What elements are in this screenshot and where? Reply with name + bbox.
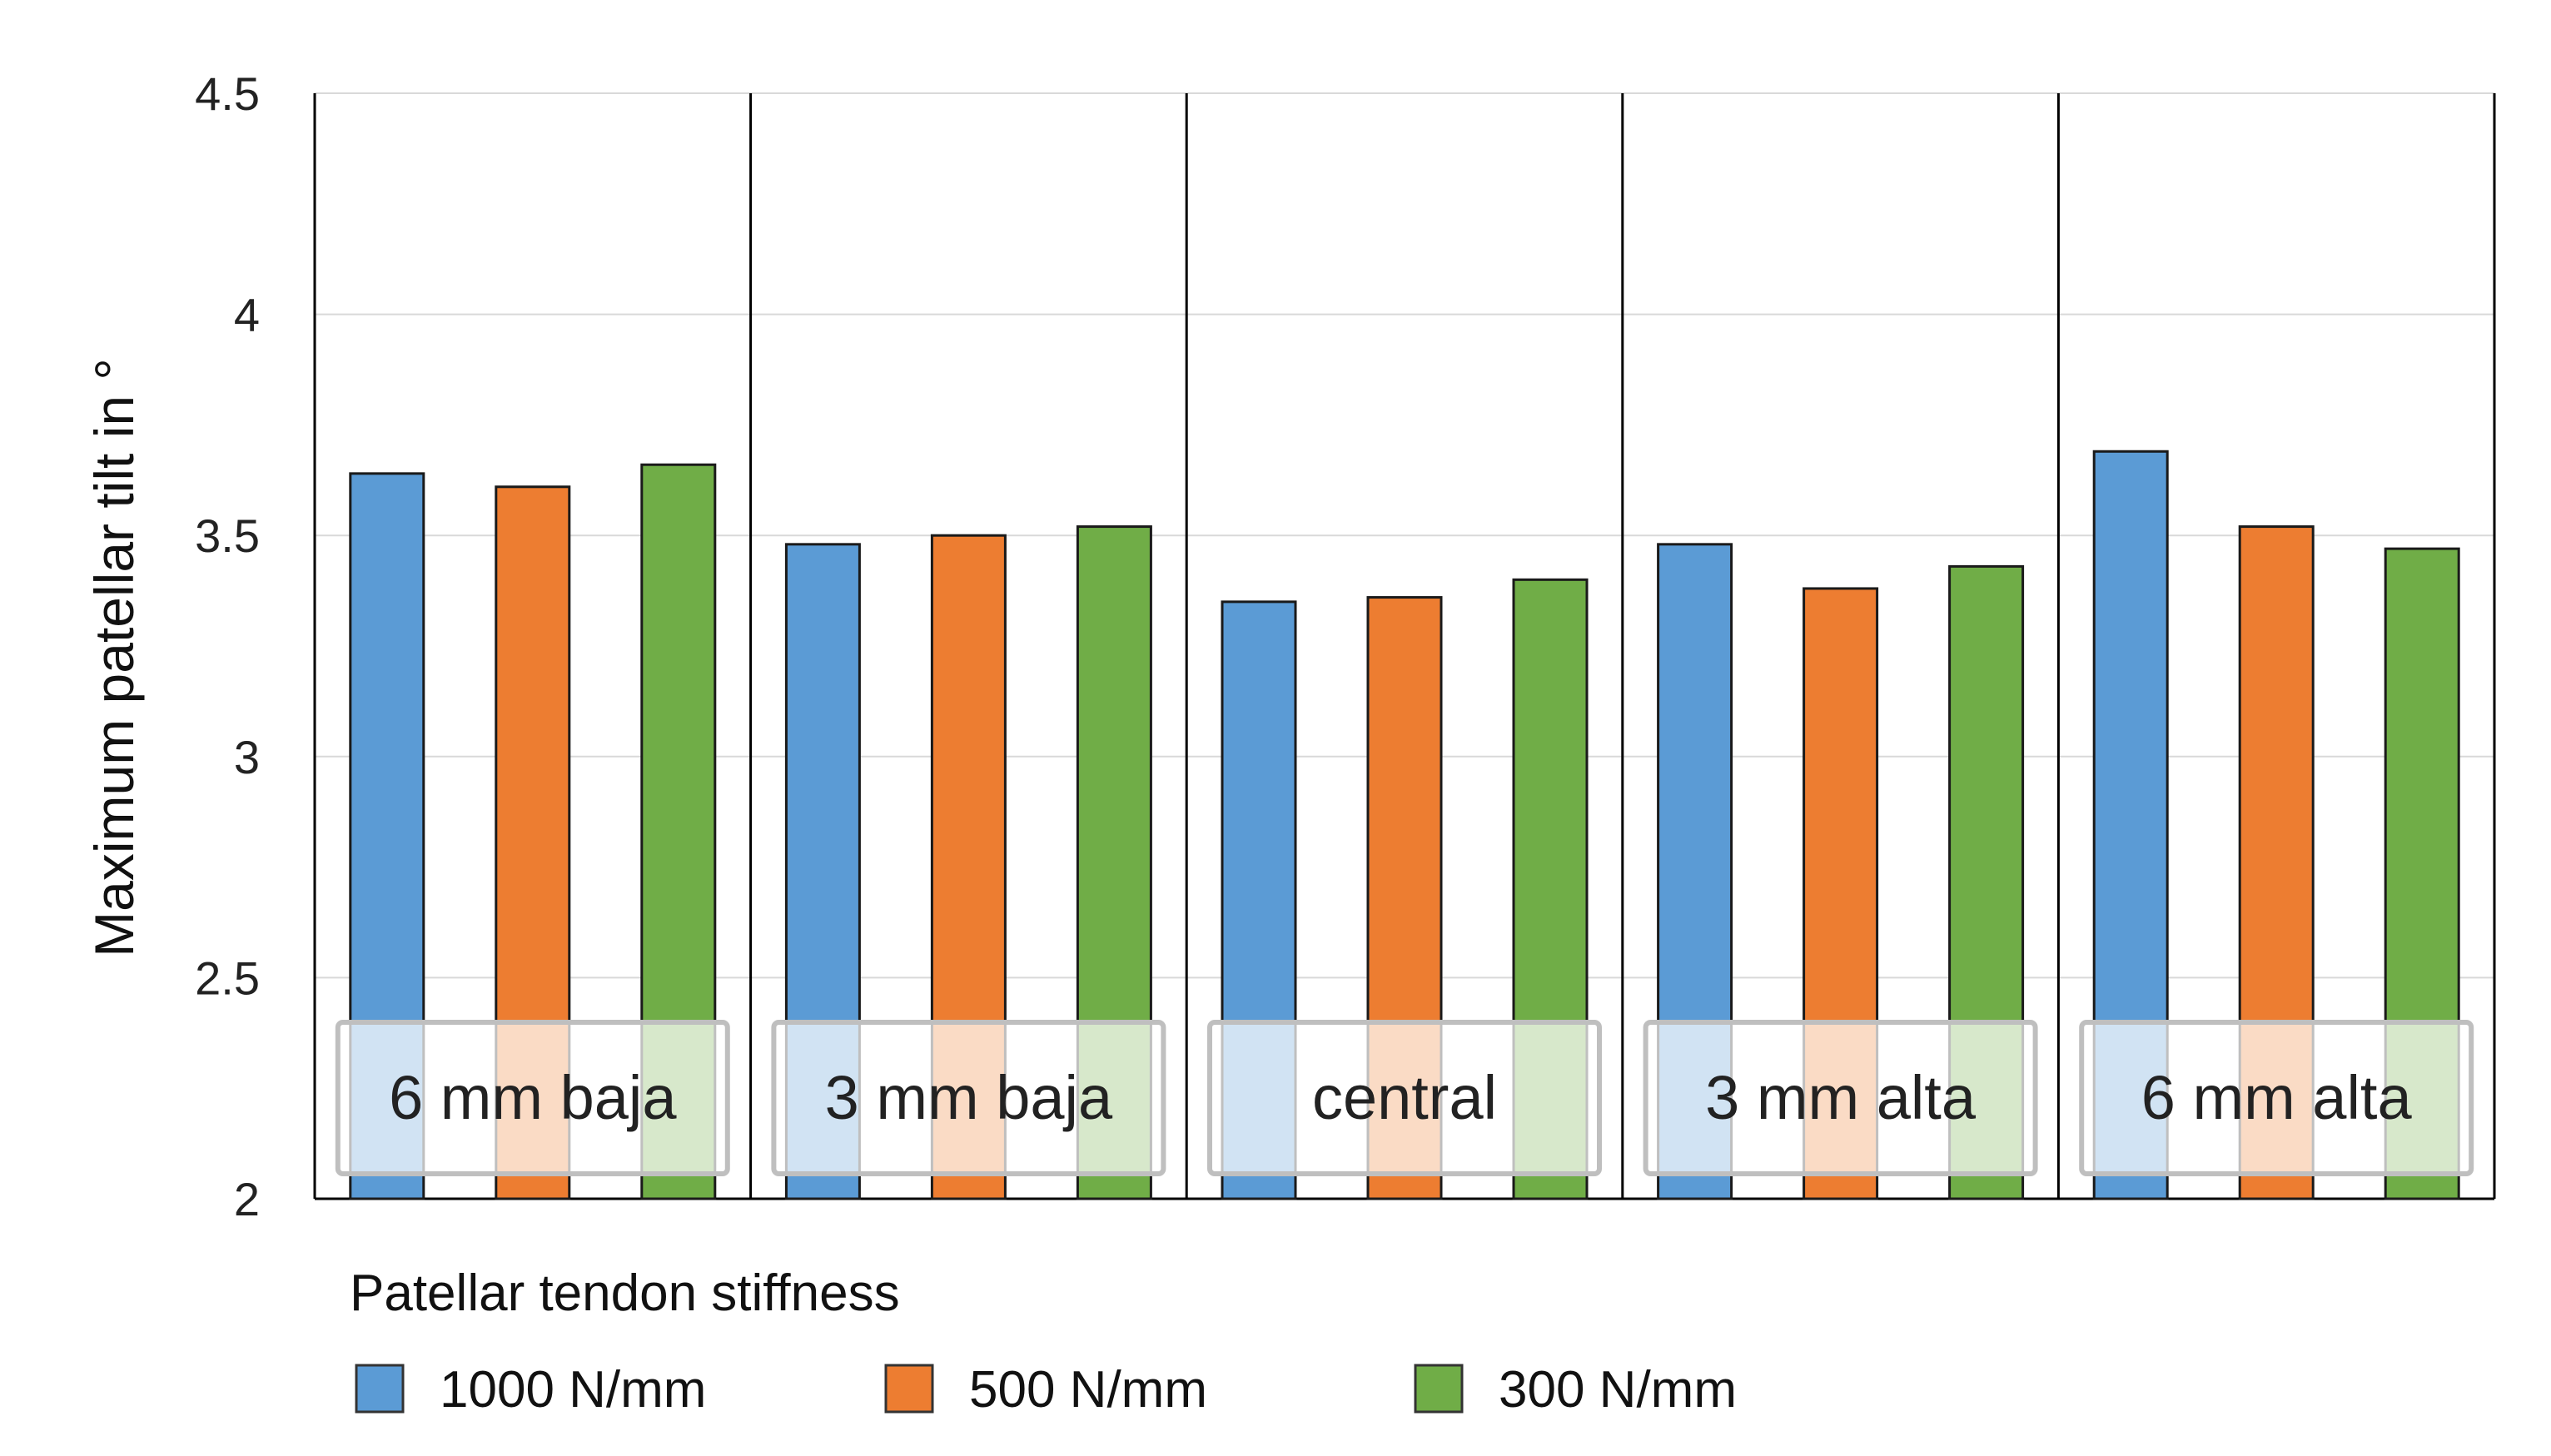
category-labels: 6 mm baja 3 mm baja central 3 mm alta 6 mm a… bbox=[335, 1020, 2474, 1176]
category-label-box bbox=[1643, 1020, 2038, 1176]
legend-items: 1000 N/mm 500 N/mm 300 N/mm bbox=[355, 1361, 1737, 1419]
legend-label: 500 N/mm bbox=[969, 1361, 1207, 1419]
legend-title: Patellar tendon stiffness bbox=[350, 1265, 900, 1322]
category-label: 3 mm alta bbox=[1705, 1063, 1977, 1132]
y-tick-label: 4.5 bbox=[195, 67, 260, 120]
category-label: 3 mm baja bbox=[825, 1063, 1113, 1132]
legend-label: 300 N/mm bbox=[1499, 1361, 1737, 1419]
category-label: central bbox=[1312, 1063, 1497, 1132]
legend-label: 1000 N/mm bbox=[440, 1361, 706, 1419]
category-label-box bbox=[335, 1020, 730, 1176]
y-tick-label: 3.5 bbox=[195, 509, 260, 562]
y-tick-label: 4 bbox=[234, 289, 260, 341]
category-label: 6 mm alta bbox=[2141, 1063, 2413, 1132]
legend-swatch bbox=[884, 1364, 934, 1414]
y-axis-label: Maximum patellar tilt in ° bbox=[83, 358, 145, 957]
category-label-box bbox=[771, 1020, 1166, 1176]
legend-swatch bbox=[355, 1364, 405, 1414]
y-axis-ticks: 2 2.5 3 3.5 4 4.5 bbox=[195, 67, 260, 1225]
category-label-box bbox=[1207, 1020, 1602, 1176]
y-tick-label: 2.5 bbox=[195, 952, 260, 1004]
group-separators bbox=[313, 93, 2496, 1199]
y-tick-label: 3 bbox=[234, 731, 260, 783]
legend: Patellar tendon stiffness 1000 N/mm 500 N… bbox=[350, 1265, 1737, 1419]
legend-swatch bbox=[1414, 1364, 1464, 1414]
category-label: 6 mm baja bbox=[389, 1063, 677, 1132]
category-label-box bbox=[2079, 1020, 2474, 1176]
y-tick-label: 2 bbox=[234, 1173, 260, 1225]
